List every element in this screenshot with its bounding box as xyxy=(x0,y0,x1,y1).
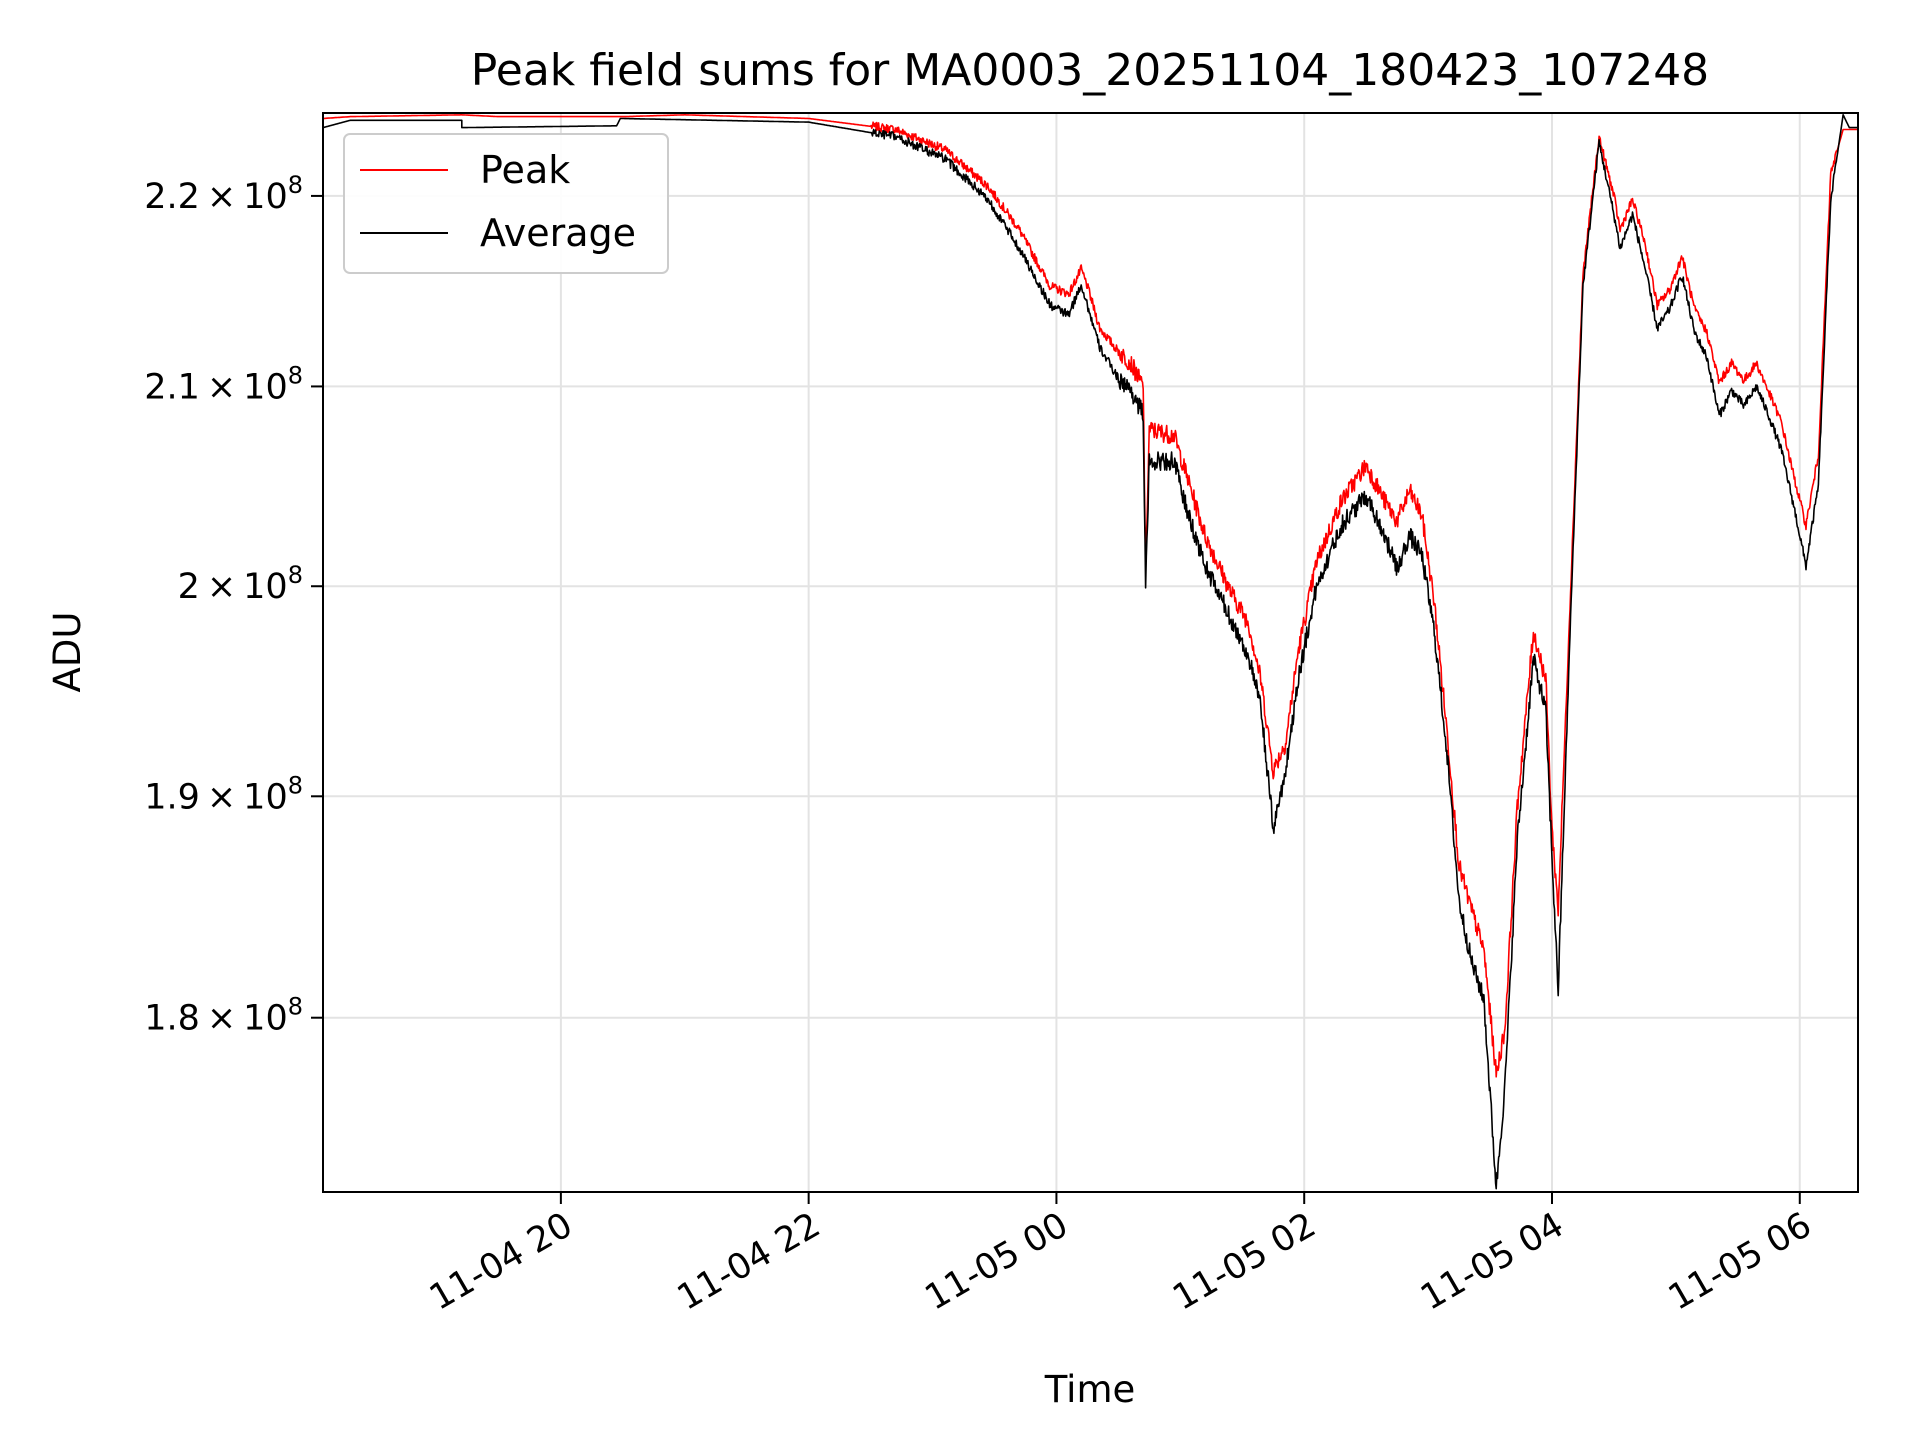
legend-label-peak: Peak xyxy=(480,148,570,192)
legend-label-average: Average xyxy=(480,211,636,255)
x-axis-label: Time xyxy=(1044,1368,1136,1411)
y-axis-ticks: 1.8 × 108 1.9 × 108 2 × 108 2.1 × 108 2.2 × … xyxy=(144,171,323,1039)
chart-title: Peak field sums for MA0003_20251104_1804… xyxy=(471,45,1709,96)
series-layer xyxy=(323,114,1858,1190)
plot-frame xyxy=(322,112,1859,1193)
legend: Peak Average xyxy=(343,133,669,274)
series-line-average xyxy=(323,114,1858,1190)
grid xyxy=(323,113,1858,1192)
y-tick-label-1: 1.9 × 108 xyxy=(144,771,303,817)
series-line-peak xyxy=(323,114,1858,1078)
y-axis-label: ADU xyxy=(46,612,89,693)
y-tick-label-3: 2.1 × 108 xyxy=(144,361,303,407)
y-tick-label-2: 2 × 108 xyxy=(178,561,303,607)
plot-area xyxy=(323,113,1858,1192)
y-tick-label-0: 1.8 × 108 xyxy=(144,993,303,1039)
y-tick-label-4: 2.2 × 108 xyxy=(144,171,303,217)
legend-box xyxy=(343,133,669,274)
